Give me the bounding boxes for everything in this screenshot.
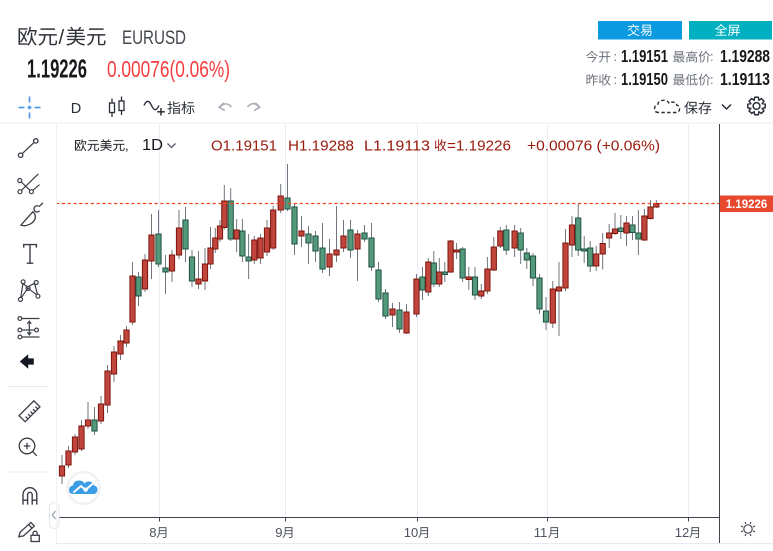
svg-text::: : (710, 72, 714, 87)
svg-text:8: 8 (149, 525, 156, 540)
svg-text::: : (614, 72, 618, 87)
svg-text:H1.19288: H1.19288 (288, 139, 354, 155)
svg-text::: : (710, 49, 714, 64)
svg-text:1.19150: 1.19150 (621, 69, 668, 89)
svg-text:/: / (59, 26, 65, 49)
svg-text:EURUSD: EURUSD (122, 28, 186, 49)
svg-text:L1.19113: L1.19113 (364, 139, 430, 155)
svg-text:D: D (71, 101, 81, 117)
svg-text::: : (614, 49, 618, 64)
svg-text:1.19226: 1.19226 (726, 199, 768, 211)
svg-text:0.00076(0.06%): 0.00076(0.06%) (107, 56, 230, 82)
svg-text:10: 10 (404, 525, 418, 540)
svg-text:1D: 1D (142, 137, 163, 154)
svg-text:,: , (125, 138, 129, 153)
svg-text:+0.00076 (+0.06%): +0.00076 (+0.06%) (527, 139, 660, 155)
svg-text:1.19288: 1.19288 (720, 46, 770, 66)
svg-text:1.19113: 1.19113 (720, 69, 770, 89)
svg-text:12: 12 (675, 525, 689, 540)
svg-text:9: 9 (275, 525, 282, 540)
svg-text:1.19226: 1.19226 (27, 55, 87, 83)
svg-text:1.19151: 1.19151 (621, 46, 668, 66)
svg-text:O1.19151: O1.19151 (211, 139, 277, 155)
svg-text:11: 11 (534, 525, 548, 540)
svg-text:=1.19226: =1.19226 (447, 139, 511, 155)
